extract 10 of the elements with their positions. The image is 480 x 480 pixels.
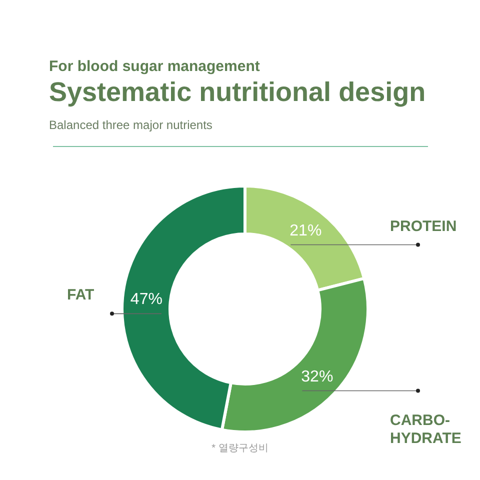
text: For blood sugar management [49, 58, 261, 75]
text: * 열량구성비 [212, 443, 268, 454]
slice-label: CARBO-HYDRATE [390, 412, 462, 447]
data-label: 47% [130, 291, 162, 308]
chart-subtitle: Balanced three major nutrients [49, 118, 214, 132]
chart-title: Systematic nutritional design [49, 77, 427, 108]
slice-label: FAT [67, 286, 94, 304]
slice-label: PROTEIN [390, 218, 457, 235]
data-label: 32% [301, 368, 334, 386]
data-label: 21% [290, 222, 322, 240]
